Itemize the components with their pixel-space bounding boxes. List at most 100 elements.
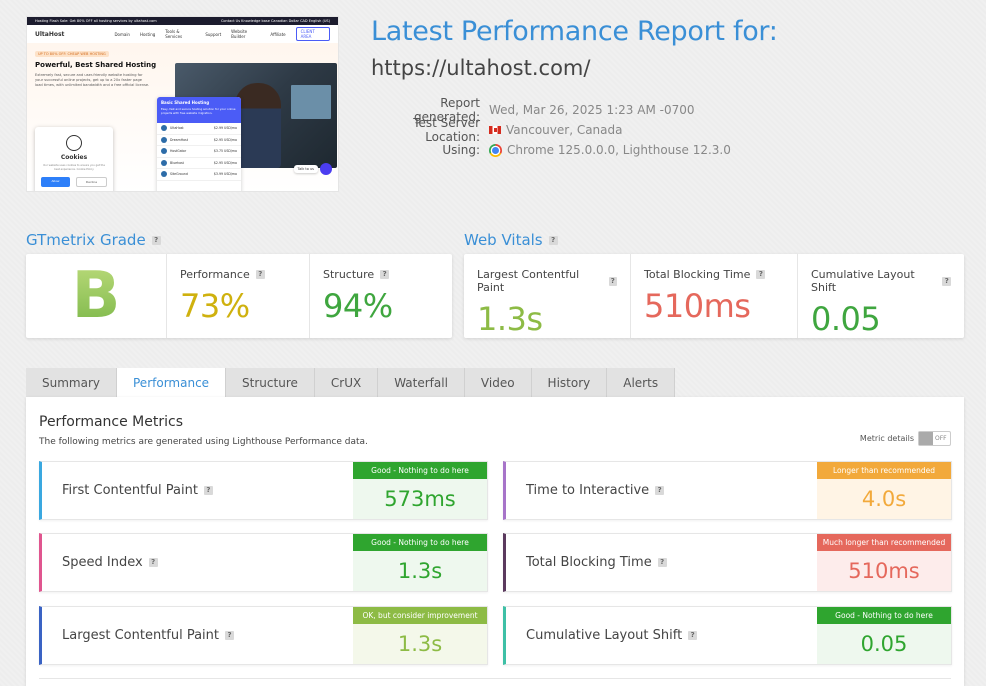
metric-status: OK, but consider improvement bbox=[353, 607, 487, 624]
help-icon[interactable]: ? bbox=[942, 276, 951, 286]
thumb-provider-row: SiteGround $3.99 USD/mo bbox=[157, 169, 241, 181]
thumb-hero-title: Powerful, Best Shared Hosting bbox=[35, 61, 157, 69]
grade-box: B bbox=[26, 254, 167, 338]
web-vitals-panel: Largest Contentful Paint? 1.3s Total Blo… bbox=[464, 254, 964, 338]
gtmetrix-grade-panel: B Performance? 73% Structure? 94% bbox=[26, 254, 452, 338]
metric-card-cls[interactable]: Cumulative Layout Shift? Good - Nothing t… bbox=[503, 606, 952, 665]
chat-bubble-icon bbox=[320, 163, 332, 175]
thumb-nav-item: Affiliate bbox=[270, 31, 286, 37]
vital-tbt-value: 510ms bbox=[644, 287, 751, 325]
metric-status: Much longer than recommended bbox=[817, 534, 951, 551]
thumb-provider-row: DreamHost $2.95 USD/mo bbox=[157, 135, 241, 146]
thumb-chat-label: Talk to us bbox=[293, 165, 318, 173]
vital-lcp: Largest Contentful Paint? 1.3s bbox=[464, 254, 631, 338]
metric-status-box: Much longer than recommended 510ms bbox=[817, 534, 951, 591]
performance-score: Performance? 73% bbox=[167, 254, 310, 338]
metric-name: Largest Contentful Paint bbox=[62, 628, 220, 643]
metric-card-tti[interactable]: Time to Interactive? Longer than recommen… bbox=[503, 461, 952, 520]
metric-card-si[interactable]: Speed Index? Good - Nothing to do here 1.3… bbox=[39, 533, 488, 592]
performance-metrics-title: Performance Metrics bbox=[39, 414, 183, 430]
metric-name-wrap: Cumulative Layout Shift? bbox=[506, 607, 817, 664]
thumb-client-area-button: CLIENT AREA bbox=[295, 27, 330, 41]
vital-cls: Cumulative Layout Shift? 0.05 bbox=[798, 254, 964, 338]
thumb-nav: UltaHost Domain Hosting Tools & Services… bbox=[27, 25, 338, 43]
metric-value: 1.3s bbox=[397, 559, 443, 583]
help-icon[interactable]: ? bbox=[688, 631, 698, 640]
help-icon[interactable]: ? bbox=[148, 558, 158, 567]
help-icon[interactable]: ? bbox=[756, 270, 766, 279]
tab-structure[interactable]: Structure bbox=[226, 368, 315, 397]
metric-name-wrap: First Contentful Paint? bbox=[42, 462, 353, 519]
structure-score: Structure? 94% bbox=[310, 254, 452, 338]
performance-label: Performance bbox=[180, 268, 250, 281]
thumb-card-sub: Easy, fast and secure hosting solution f… bbox=[161, 107, 236, 115]
vital-tbt: Total Blocking Time? 510ms bbox=[631, 254, 798, 338]
thumb-badge: UP TO 80% OFF: CHEAP WEB HOSTING bbox=[35, 51, 109, 57]
tab-performance[interactable]: Performance bbox=[117, 368, 227, 397]
thumb-nav-item: Hosting bbox=[139, 31, 156, 37]
thumb-person bbox=[235, 83, 281, 168]
thumb-topbar: Hosting Flash Sale: Get 80% OFF all host… bbox=[27, 17, 338, 25]
tab-crux[interactable]: CrUX bbox=[314, 368, 379, 397]
thumb-pricing-card: Basic Shared Hosting Easy, fast and secu… bbox=[157, 97, 241, 191]
web-vitals-title: Web Vitals bbox=[464, 231, 543, 249]
metric-details-toggle[interactable]: OFF bbox=[918, 431, 951, 446]
performance-value: 73% bbox=[180, 287, 250, 325]
metric-name: Speed Index bbox=[62, 555, 143, 570]
thumb-nav-item: Website Builder bbox=[231, 29, 248, 39]
grade-letter: B bbox=[71, 259, 121, 333]
help-icon[interactable]: ? bbox=[608, 276, 617, 286]
metric-card-tbt[interactable]: Total Blocking Time? Much longer than rec… bbox=[503, 533, 952, 592]
tab-video[interactable]: Video bbox=[464, 368, 532, 397]
tab-waterfall[interactable]: Waterfall bbox=[378, 368, 465, 397]
report-title: Latest Performance Report for: bbox=[371, 16, 778, 47]
help-icon[interactable]: ? bbox=[255, 270, 265, 279]
thumb-topbar-text: Hosting Flash Sale: Get 80% OFF all host… bbox=[35, 19, 157, 23]
help-icon[interactable]: ? bbox=[151, 235, 161, 245]
metric-name: Time to Interactive bbox=[526, 483, 650, 498]
performance-metrics-desc: The following metrics are generated usin… bbox=[39, 437, 368, 447]
vital-cls-value: 0.05 bbox=[811, 300, 881, 338]
metric-card-fcp[interactable]: First Contentful Paint? Good - Nothing to… bbox=[39, 461, 488, 520]
metric-value: 4.0s bbox=[861, 487, 907, 511]
tab-alerts[interactable]: Alerts bbox=[607, 368, 676, 397]
report-url[interactable]: https://ultahost.com/ bbox=[371, 56, 591, 80]
metric-name-wrap: Largest Contentful Paint? bbox=[42, 607, 353, 664]
help-icon[interactable]: ? bbox=[655, 486, 665, 495]
section-divider bbox=[39, 678, 951, 679]
tab-history[interactable]: History bbox=[531, 368, 608, 397]
thumb-nav-item: Domain bbox=[114, 31, 130, 37]
metric-card-lcp[interactable]: Largest Contentful Paint? OK, but conside… bbox=[39, 606, 488, 665]
thumb-cookie-dialog: Cookies Our website uses cookies to ensu… bbox=[35, 127, 113, 191]
help-icon[interactable]: ? bbox=[380, 270, 390, 279]
test-location-value: Vancouver, Canada bbox=[506, 123, 623, 137]
metric-status: Good - Nothing to do here bbox=[353, 462, 487, 479]
help-icon[interactable]: ? bbox=[548, 235, 558, 245]
thumb-hero: UP TO 80% OFF: CHEAP WEB HOSTING Powerfu… bbox=[27, 43, 338, 191]
thumb-cookie-allow: Allow bbox=[41, 177, 70, 187]
report-generated-label: Report generated: bbox=[413, 96, 480, 124]
toggle-state: OFF bbox=[935, 435, 947, 442]
page-screenshot-thumbnail[interactable]: Hosting Flash Sale: Get 80% OFF all host… bbox=[26, 16, 339, 192]
help-icon[interactable]: ? bbox=[203, 486, 213, 495]
tab-summary[interactable]: Summary bbox=[26, 368, 117, 397]
metric-details-label: Metric details bbox=[859, 434, 914, 443]
thumb-monitor bbox=[291, 85, 331, 119]
thumb-hero-desc: Extremely fast, secure and user-friendly… bbox=[35, 73, 150, 87]
performance-tab-content: Performance Metrics The following metric… bbox=[26, 397, 964, 686]
thumb-topbar-links: Contact Us Knowledge base Canadian Dolla… bbox=[220, 19, 330, 23]
help-icon[interactable]: ? bbox=[657, 558, 667, 567]
metric-status-box: Longer than recommended 4.0s bbox=[817, 462, 951, 519]
help-icon[interactable]: ? bbox=[225, 631, 235, 640]
report-generated-value: Wed, Mar 26, 2025 1:23 AM -0700 bbox=[489, 103, 695, 117]
metric-name-wrap: Time to Interactive? bbox=[506, 462, 817, 519]
thumb-provider-row: Bluehost $2.95 USD/mo bbox=[157, 158, 241, 169]
thumb-card-title: Basic Shared Hosting bbox=[161, 100, 210, 105]
using-label: Using: bbox=[442, 143, 480, 157]
metric-value: 0.05 bbox=[860, 632, 908, 656]
metric-status-box: Good - Nothing to do here 0.05 bbox=[817, 607, 951, 664]
using-value: Chrome 125.0.0.0, Lighthouse 12.3.0 bbox=[507, 143, 731, 157]
canada-flag-icon bbox=[489, 126, 501, 134]
metric-value: 573ms bbox=[384, 487, 456, 511]
metric-name: Cumulative Layout Shift bbox=[526, 628, 683, 643]
